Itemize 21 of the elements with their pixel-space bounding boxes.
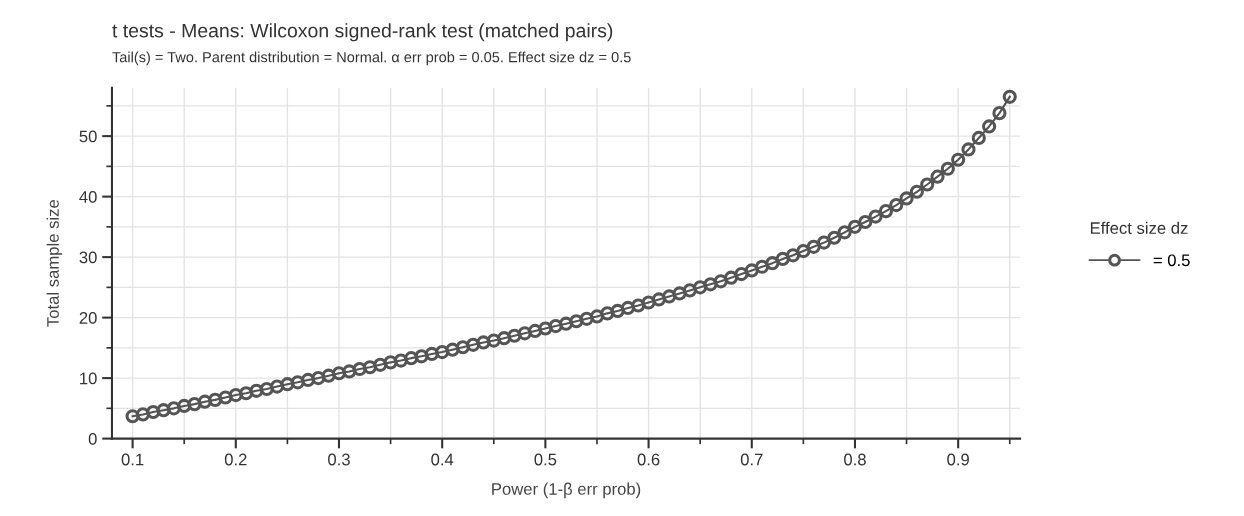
y-tick-label: 0 — [88, 433, 97, 445]
x-tick-label: 0.6 — [637, 453, 660, 466]
y-tick-label: 40 — [79, 191, 97, 203]
legend-label: = 0.5 — [1153, 254, 1190, 267]
chart-title: t tests - Means: Wilcoxon signed-rank test (matched pairs) — [112, 23, 613, 42]
x-tick-label: 0.3 — [328, 453, 350, 466]
legend-title: Effect size dz — [1090, 221, 1188, 234]
y-tick-label: 50 — [79, 130, 97, 143]
x-tick-label: 0.5 — [534, 453, 557, 466]
y-tick-label: 10 — [80, 372, 97, 385]
x-tick-label: 0.8 — [844, 453, 866, 466]
x-tick-label: 0.2 — [224, 453, 247, 466]
x-tick-label: 0.9 — [947, 453, 969, 466]
y-tick-label: 20 — [79, 312, 97, 324]
x-tick-label: 0.4 — [431, 453, 454, 466]
chart-subtitle: Tail(s) = Two. Parent distribution = Normal. α err prob = 0.05. Effect size dz = 0.5 — [112, 51, 631, 66]
x-tick-label: 0.1 — [121, 453, 144, 466]
x-axis-title: Power (1-β err prob) — [492, 482, 641, 499]
y-tick-label: 30 — [79, 251, 97, 264]
y-axis-title: Total sample size — [46, 199, 63, 327]
x-tick-label: 0.7 — [740, 453, 763, 466]
